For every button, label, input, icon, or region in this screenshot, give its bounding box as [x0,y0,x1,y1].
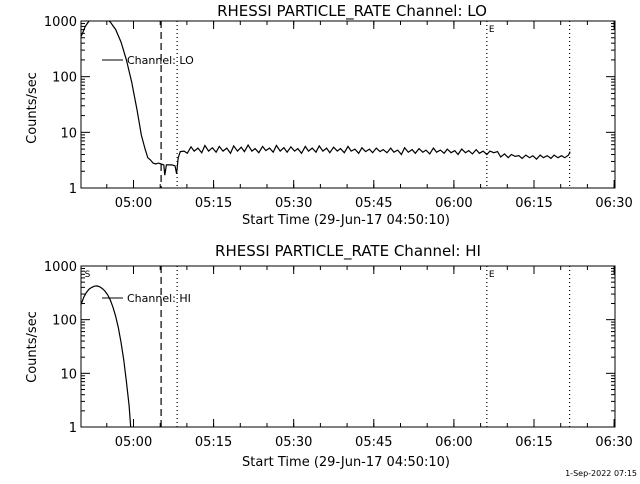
x-tick-label: 06:30 [595,435,632,450]
x-tick-label: 05:15 [195,435,232,450]
y-tick-label: 10 [60,126,77,141]
plot-frame [80,20,616,189]
y-tick-label: 100 [52,314,77,329]
y-tick-label: 100 [52,71,77,86]
plot-marks: 05:00 05:15 05:30 05:45 06:00 06:15 06:30 1 10 10… [44,15,633,211]
x-tick-label: 05:45 [355,196,392,211]
plot-marks: 05:00 05:15 05:30 05:45 06:00 06:15 06:30 1 10 10… [44,260,633,450]
marker-label: E [489,25,495,35]
x-tick-label: 05:30 [275,435,312,450]
marker-label: E [489,270,495,280]
x-tick-label: 06:15 [515,435,552,450]
y-tick-label: 1 [69,182,77,197]
panel-lo: RHESSI PARTICLE_RATE Channel: LO Counts/… [25,2,633,228]
x-tick-label: 06:30 [595,196,632,211]
x-tick-label: 05:45 [355,435,392,450]
plot-frame [80,265,616,428]
footer-timestamp: 1-Sep-2022 07:15 [565,469,637,478]
x-tick-label: 05:15 [195,196,232,211]
x-axis-label: Start Time (29-Jun-17 04:50:10) [242,213,450,228]
y-tick-label: 1000 [44,260,77,275]
chart-title: RHESSI PARTICLE_RATE Channel: LO [217,2,487,21]
x-axis-label: Start Time (29-Jun-17 04:50:10) [242,455,450,470]
y-axis-label: Counts/sec [25,311,40,383]
x-tick-label: 06:00 [435,435,472,450]
y-axis-label: Counts/sec [25,72,40,144]
y-tick-label: 1000 [44,15,77,30]
y-tick-label: 10 [60,367,77,382]
series-line [81,21,571,176]
marker-label: S [85,270,91,280]
x-tick-label: 05:30 [275,196,312,211]
chart-title: RHESSI PARTICLE_RATE Channel: HI [215,242,481,261]
x-tick-label: 06:15 [515,196,552,211]
panel-hi: RHESSI PARTICLE_RATE Channel: HI Counts/… [25,242,633,470]
legend-label: Channel: HI [127,292,191,305]
x-tick-label: 06:00 [435,196,472,211]
series-line [81,285,132,427]
x-tick-label: 05:00 [115,196,152,211]
y-tick-label: 1 [69,421,77,436]
x-tick-label: 05:00 [115,435,152,450]
